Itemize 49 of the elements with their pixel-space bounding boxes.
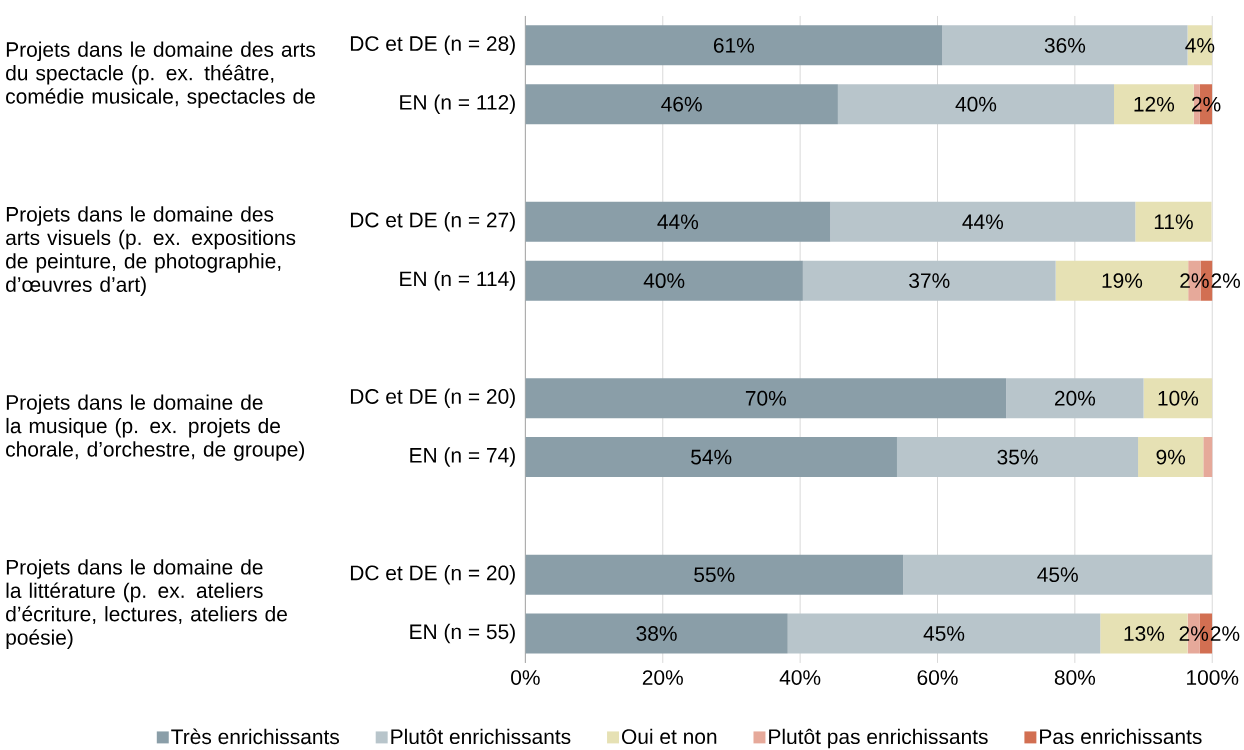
data-label: 40% (955, 96, 997, 112)
text: Projets dans le domaine des arts visuels (p. ex. expositions de peinture, de photographie, d’œuvres d’art) (6, 206, 296, 297)
y-tick-label: EN (n = 112) (400, 94, 515, 114)
x-tick-label: 0% (511, 670, 540, 685)
data-label: 44% (657, 214, 699, 230)
x-tick-label: 80% (1054, 670, 1096, 685)
y-tick-label: EN (n = 55) (410, 623, 515, 644)
data-label: 12% (1134, 96, 1175, 112)
data-label: 2% (1192, 96, 1221, 112)
data-label: 4% (1185, 37, 1215, 53)
y-tick-label: DC et DE (n = 20) (350, 388, 515, 408)
data-label: 54% (691, 449, 732, 465)
legend-label: Plutôt pas enrichissants (769, 728, 988, 749)
x-tick-label: 100% (1187, 670, 1239, 685)
y-tick-label: DC et DE (n = 20) (350, 564, 515, 585)
y-tick-label: DC et DE (n = 27) (350, 211, 515, 232)
legend-label: Plutôt enrichissants (391, 728, 571, 745)
text: Projets dans le domaine des arts du spectacle (p. ex. théâtre, comédie musicale, spectacles de (6, 41, 316, 108)
data-label: 70% (745, 390, 786, 406)
data-label: 10% (1158, 390, 1199, 406)
data-label: 19% (1102, 273, 1143, 288)
data-label: 2% (1179, 626, 1209, 641)
data-label: 35% (997, 449, 1038, 465)
data-label: 61% (713, 37, 755, 53)
data-label: 9% (1156, 449, 1186, 465)
data-label: 13% (1124, 626, 1165, 641)
y-tick-label: EN (n = 74) (410, 447, 515, 467)
data-label: 38% (636, 626, 677, 641)
data-label: 20% (1054, 390, 1096, 406)
data-label: 2% (1180, 273, 1209, 288)
data-label: 45% (1037, 567, 1078, 582)
text: Projets dans le domaine de la littérature (p. ex. ateliers d’écriture, lectures, ateliers de poésie) (6, 559, 287, 649)
legend-label: Pas enrichissants (1040, 728, 1202, 744)
text: Projets dans le domaine de la musique (p. ex. projets de chorale, d’orchestre, de groupe) (6, 394, 305, 461)
data-label: 37% (909, 273, 950, 288)
x-tick-label: 20% (642, 670, 683, 685)
data-label: 44% (962, 214, 1004, 230)
y-tick-label: DC et DE (n = 28) (350, 35, 515, 56)
x-tick-label: 40% (779, 670, 821, 685)
data-label: 40% (643, 273, 685, 288)
data-label: 45% (923, 626, 965, 641)
legend-label: Oui et non (622, 728, 717, 744)
data-label: 36% (1044, 37, 1086, 53)
data-label: 46% (661, 96, 702, 112)
y-tick-label: EN (n = 114) (400, 270, 515, 291)
x-tick-label: 60% (917, 670, 958, 685)
legend-label: Très enrichissants (171, 728, 340, 745)
data-label: 55% (694, 567, 735, 582)
data-label: 11% (1154, 214, 1193, 230)
